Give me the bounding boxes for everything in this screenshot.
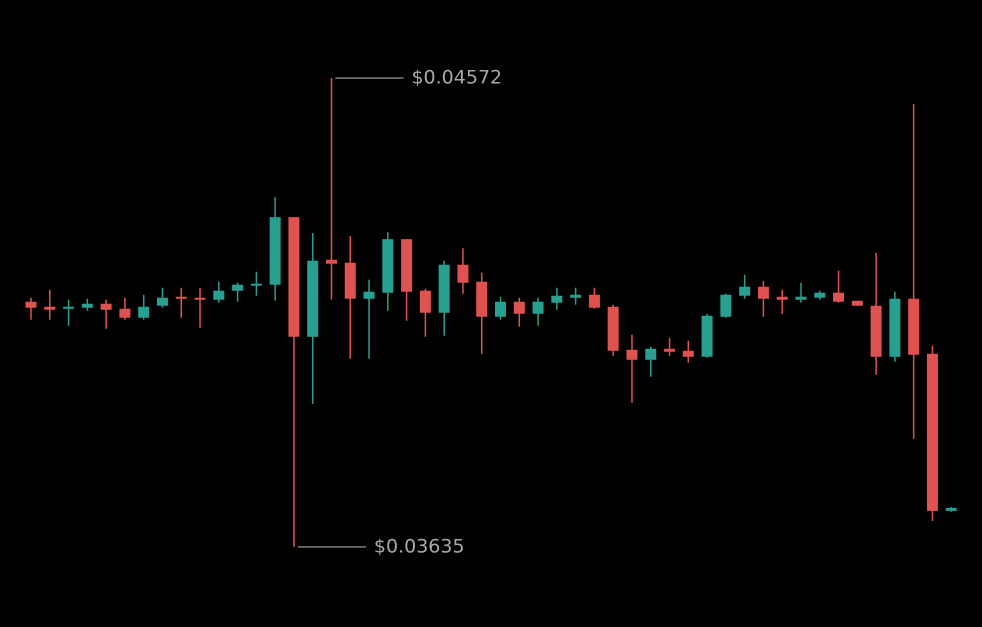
candle-body — [945, 507, 957, 511]
candle-body — [100, 303, 112, 310]
candle-body — [833, 292, 845, 302]
candle-body — [269, 217, 281, 285]
candle-body — [588, 294, 600, 308]
candle-body — [119, 308, 131, 318]
candle-body — [138, 306, 150, 318]
candle-body — [307, 260, 319, 337]
candle-body — [908, 298, 920, 355]
candle-body — [401, 239, 413, 292]
candle-body — [175, 296, 187, 299]
candle-body — [363, 291, 375, 299]
candle-body — [701, 315, 713, 357]
candle-body — [607, 306, 619, 351]
candle-body — [926, 353, 938, 511]
candle-body — [288, 217, 300, 337]
candle-body — [194, 297, 206, 300]
candle-body — [814, 292, 826, 298]
candle-body — [532, 301, 544, 314]
candle-body — [570, 294, 582, 298]
candle-body — [795, 296, 807, 300]
candle-body — [739, 286, 751, 296]
candle-body — [645, 348, 657, 360]
candle-body — [851, 300, 863, 306]
candle-body — [156, 297, 168, 306]
candle-body — [438, 264, 450, 313]
candle-body — [325, 259, 337, 264]
candle-body — [232, 284, 244, 291]
candle-body — [81, 303, 93, 308]
candle-body — [757, 286, 769, 299]
annotation-label: $0.03635 — [374, 535, 465, 557]
candle-body — [213, 290, 225, 300]
candle-body — [457, 264, 469, 283]
candle-body — [476, 281, 488, 317]
candle-body — [382, 239, 394, 293]
candle-body — [25, 301, 37, 308]
candle-body — [419, 290, 431, 313]
annotation-label: $0.04572 — [411, 67, 502, 89]
candle-body — [495, 301, 506, 317]
candle-body — [664, 348, 676, 352]
candle-body — [720, 294, 732, 317]
candle-body — [682, 350, 694, 357]
candle-body — [63, 306, 75, 309]
candle-body — [513, 301, 525, 314]
candle-body — [44, 306, 56, 310]
candle-body — [344, 262, 356, 299]
candle-body — [250, 283, 262, 286]
candle-body — [870, 305, 882, 357]
candle-body — [776, 296, 788, 300]
candle-body — [889, 298, 901, 357]
candle-body — [551, 295, 563, 303]
candle-body — [626, 349, 638, 360]
